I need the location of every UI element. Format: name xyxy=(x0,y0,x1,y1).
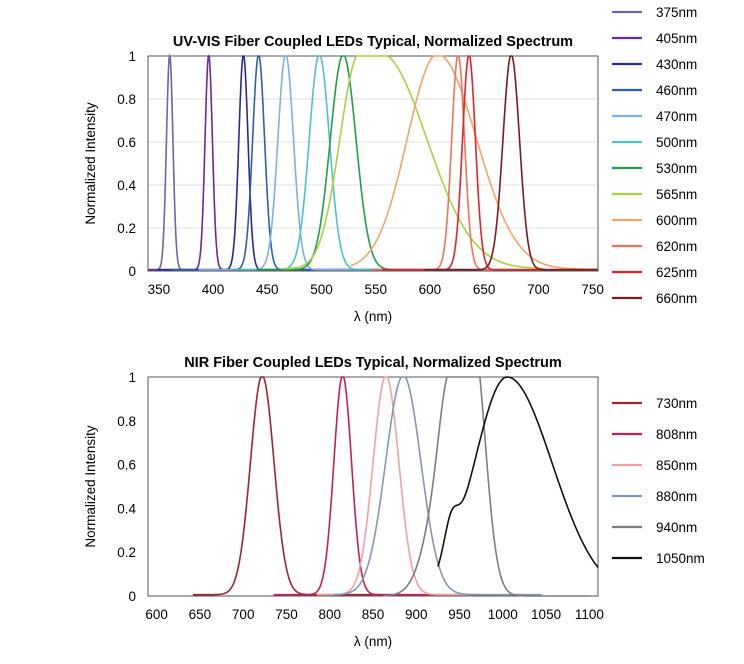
series-line-620nm xyxy=(371,55,598,271)
series-line-808nm xyxy=(273,376,482,596)
legend-entry: 620nm xyxy=(656,239,697,254)
x-tick-label: 650 xyxy=(189,607,212,622)
y-tick-label: 0.4 xyxy=(117,501,136,516)
x-tick-label: 1050 xyxy=(531,607,561,622)
y-tick-label: 0 xyxy=(128,589,136,604)
series-line-730nm xyxy=(193,376,401,596)
x-tick-label: 750 xyxy=(275,607,298,622)
x-tick-label: 600 xyxy=(419,282,442,297)
legend-entry: 430nm xyxy=(656,57,697,72)
legend-entry: 880nm xyxy=(656,489,697,504)
uvvis-chart: 375nm 405nm 430nm 460nm 470nm 500nm 530nm 565nm… xyxy=(147,5,697,306)
x-tick-label: 600 xyxy=(145,607,168,622)
legend-entry: 625nm xyxy=(656,265,697,280)
series-line-880nm xyxy=(334,376,542,596)
x-tick-label: 800 xyxy=(318,607,341,622)
y-tick-label: 1 xyxy=(128,370,136,385)
legend-entry: 565nm xyxy=(656,187,697,202)
chart-title: UV-VIS Fiber Coupled LEDs Typical, Norma… xyxy=(173,34,573,50)
x-tick-label: 350 xyxy=(148,282,171,297)
y-tick-label: 0.6 xyxy=(117,135,136,150)
x-tick-label: 500 xyxy=(310,282,333,297)
x-tick-label: 900 xyxy=(405,607,428,622)
plot-frame xyxy=(147,376,599,597)
x-tick-label: 700 xyxy=(527,282,550,297)
legend-entry: 1050nm xyxy=(656,551,705,566)
legend-entry: 500nm xyxy=(656,135,697,150)
x-tick-label: 1100 xyxy=(575,607,604,622)
series-line-940nm xyxy=(383,376,592,597)
legend-entry: 808nm xyxy=(656,427,697,442)
y-tick-label: 0.2 xyxy=(117,545,136,560)
x-tick-label: 850 xyxy=(362,607,385,622)
x-tick-label: 400 xyxy=(202,282,225,297)
x-tick-label: 650 xyxy=(473,282,496,297)
x-tick-label: 950 xyxy=(448,607,471,622)
series-line-1050nm xyxy=(437,376,599,568)
legend-entry: 730nm xyxy=(656,396,697,411)
x-axis-label: λ (nm) xyxy=(354,309,392,324)
legend-entry: 375nm xyxy=(656,5,697,20)
legend-entry: 530nm xyxy=(656,161,697,176)
y-tick-label: 0.8 xyxy=(117,92,136,107)
legend-entry: 600nm xyxy=(656,213,697,228)
y-tick-label: 0.4 xyxy=(117,178,136,193)
nir-chart: 730nm 808nm 850nm 880nm 940nm 1050nm xyxy=(147,376,705,597)
chart-title: NIR Fiber Coupled LEDs Typical, Normaliz… xyxy=(184,355,562,371)
y-tick-label: 0.8 xyxy=(117,414,136,429)
y-tick-label: 0 xyxy=(128,264,136,279)
legend-entry: 460nm xyxy=(656,83,697,98)
series-line-565nm xyxy=(283,55,544,270)
x-tick-label: 1000 xyxy=(488,607,518,622)
legend-entry: 405nm xyxy=(656,31,697,46)
series-line-625nm xyxy=(382,55,598,271)
x-tick-label: 700 xyxy=(232,607,255,622)
y-tick-label: 1 xyxy=(128,49,136,64)
y-tick-label: 0.2 xyxy=(117,221,136,236)
legend-entry: 470nm xyxy=(656,109,697,124)
y-axis-label: Normalized Intensity xyxy=(83,102,98,225)
series-line-600nm xyxy=(350,55,598,271)
legend-entry: 940nm xyxy=(656,520,697,535)
y-tick-label: 0.6 xyxy=(117,458,136,473)
x-tick-label: 450 xyxy=(256,282,279,297)
y-axis-label: Normalized Intensity xyxy=(83,425,98,548)
x-tick-label: 750 xyxy=(581,282,604,297)
legend-entry: 660nm xyxy=(656,291,697,306)
series-line-660nm xyxy=(424,55,598,271)
x-axis-label: λ (nm) xyxy=(354,634,392,649)
legend-entry: 850nm xyxy=(656,458,697,473)
x-tick-label: 550 xyxy=(364,282,387,297)
